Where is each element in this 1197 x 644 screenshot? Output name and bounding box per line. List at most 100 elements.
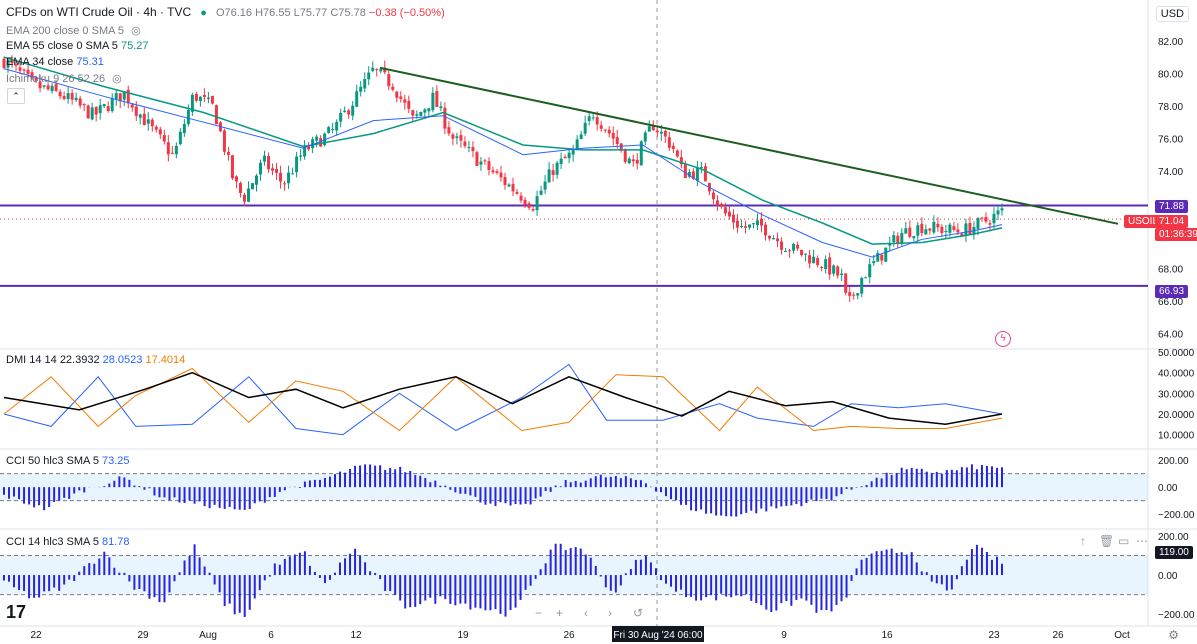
candle-body: [202, 95, 206, 97]
candle-body: [531, 209, 535, 211]
dmi-tick-label: 50.0000: [1158, 348, 1195, 359]
candle-body: [267, 156, 271, 170]
eye-off-icon[interactable]: ◎: [112, 73, 122, 85]
candle-body: [988, 223, 992, 225]
candle-body: [74, 97, 78, 101]
cci50-label: CCI 50 hlc3 SMA 5: [6, 455, 99, 467]
cci14-tick-label: 0.00: [1158, 571, 1178, 582]
move-up-icon[interactable]: ↑: [1080, 534, 1086, 548]
candle-body: [102, 104, 106, 107]
candle-body: [643, 132, 647, 142]
currency-selector[interactable]: USD: [1155, 6, 1189, 22]
cci14-tick-label: 200.00: [1158, 532, 1189, 543]
cci14-band: [0, 555, 1148, 595]
scroll-left-icon[interactable]: ‹: [584, 606, 588, 620]
time-tick-label: 26: [1052, 630, 1064, 641]
candle-body: [687, 172, 691, 177]
candle-body: [475, 152, 479, 166]
candle-body: [110, 98, 114, 112]
cci14-legend[interactable]: CCI 14 hlc3 SMA 5 81.78: [6, 536, 130, 548]
candle-body: [872, 261, 876, 264]
delete-pane-icon[interactable]: 🗑: [1099, 534, 1115, 548]
candle-body: [539, 190, 543, 195]
candle-body: [58, 91, 62, 97]
candle-body: [984, 217, 988, 222]
gear-icon[interactable]: ⚙: [1168, 628, 1179, 642]
candle-body: [511, 184, 515, 192]
candle-body: [78, 98, 82, 106]
candle-body: [182, 124, 186, 134]
ichimoku-label: Ichimoku 9 26 52 26: [6, 73, 106, 85]
candle-body: [900, 232, 904, 244]
candle-body: [844, 273, 848, 293]
ema34-legend[interactable]: EMA 34 close 75.31: [6, 56, 104, 68]
candle-body: [299, 155, 303, 157]
zoom-in-icon[interactable]: +: [556, 606, 564, 620]
ema55-label: EMA 55 close 0 SMA 5: [6, 40, 118, 52]
reset-chart-icon[interactable]: ↺: [633, 606, 644, 620]
cci50-band: [0, 473, 1148, 501]
maximize-pane-icon[interactable]: ▭: [1118, 534, 1130, 548]
zoom-out-icon[interactable]: −: [535, 606, 543, 620]
candle-body: [563, 156, 567, 159]
candle-body: [50, 85, 54, 92]
symbol-price-tag: USOIL: [1124, 215, 1163, 228]
ema200-legend[interactable]: EMA 200 close 0 SMA 5 ◎: [6, 24, 141, 37]
collapse-legend-button[interactable]: ⌃: [7, 88, 25, 104]
eye-off-icon[interactable]: ◎: [131, 25, 141, 37]
candle-body: [816, 258, 820, 266]
cci50-legend[interactable]: CCI 50 hlc3 SMA 5 73.25: [6, 455, 130, 467]
candle-body: [14, 64, 18, 66]
ema55-legend[interactable]: EMA 55 close 0 SMA 5 75.27: [6, 40, 148, 52]
cci50-tick-label: 200.00: [1158, 456, 1189, 467]
candle-body: [10, 60, 14, 64]
candle-body: [523, 199, 527, 205]
tradingview-logo-icon[interactable]: 17: [6, 602, 27, 622]
candle-body: [848, 292, 852, 296]
candle-body: [772, 238, 776, 240]
crosshair-time-box: [612, 626, 704, 642]
candle-body: [591, 117, 595, 119]
candle-body: [42, 85, 46, 87]
candle-body: [150, 119, 154, 127]
time-tick-label: 6: [268, 630, 274, 641]
candle-body: [551, 170, 555, 176]
candle-body: [940, 226, 944, 234]
symbol-title[interactable]: CFDs on WTI Crude Oil · 4h · TVC: [6, 5, 192, 19]
time-tick-label: 26: [563, 630, 575, 641]
candle-body: [222, 130, 226, 152]
price-tick-label: 74.00: [1158, 167, 1183, 178]
scroll-right-icon[interactable]: ›: [608, 606, 612, 620]
more-options-icon[interactable]: ⋯: [1136, 534, 1148, 548]
candle-body: [487, 161, 491, 170]
ohlc-low: L75.77: [293, 7, 328, 19]
candle-body: [130, 104, 134, 108]
candle-body: [86, 105, 90, 119]
candle-body: [415, 114, 419, 116]
candle-body: [956, 229, 960, 233]
candle-body: [503, 177, 507, 186]
flash-alert-icon[interactable]: ϟ: [995, 331, 1011, 347]
candle-body: [263, 155, 267, 162]
candle-body: [788, 250, 792, 252]
dmi-legend[interactable]: DMI 14 14 22.3932 28.0523 17.4014: [6, 354, 185, 366]
candle-body: [411, 110, 415, 116]
time-tick-label: 9: [781, 630, 787, 641]
candle-body: [519, 195, 523, 201]
price-tick-label: 76.00: [1158, 135, 1183, 146]
candle-body: [691, 171, 695, 179]
candle-body: [515, 191, 519, 194]
candle-body: [295, 156, 299, 173]
candle-body: [46, 85, 50, 90]
candle-body: [186, 109, 190, 125]
candle-body: [1000, 208, 1004, 211]
candle-body: [876, 253, 880, 262]
candle-body: [234, 176, 238, 182]
candle-body: [331, 129, 335, 131]
ichimoku-legend[interactable]: Ichimoku 9 26 52 26 ◎: [6, 72, 122, 85]
candle-body: [138, 114, 142, 118]
candle-body: [82, 104, 86, 106]
candle-body: [443, 107, 447, 129]
candle-body: [980, 217, 984, 219]
